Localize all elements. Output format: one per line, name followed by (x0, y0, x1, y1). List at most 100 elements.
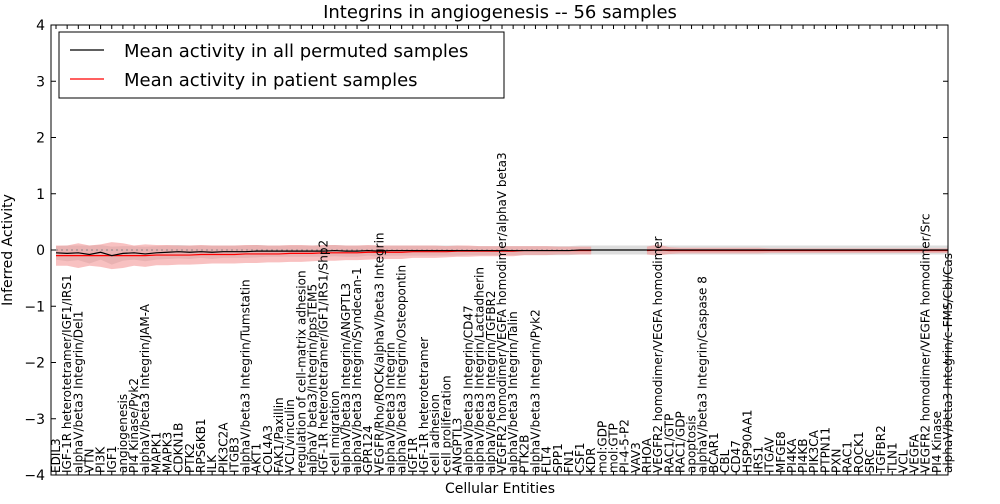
x-tick-label: ROCK1 (852, 431, 866, 473)
x-tick-label: VCL/vinculin (283, 399, 297, 473)
y-tick-label: −2 (24, 356, 45, 372)
x-tick-label: RHOA (640, 437, 654, 473)
x-tick-label: IGF-1R heterotetramer (417, 337, 431, 473)
x-tick-label: mol:GDP (595, 421, 609, 473)
x-tick-label: FN1 (562, 449, 576, 473)
x-tick-label: alphaV/beta3 Integrin/Del1 (71, 311, 85, 473)
y-tick-label: 2 (36, 131, 45, 147)
x-tick-label: CDKN1B (172, 423, 186, 473)
x-tick-label: alphaV/beta3 Integrin/Talin (506, 311, 520, 473)
x-tick-label: alphaV/beta3 Integrin/Syndecan-1 (350, 267, 364, 473)
x-tick-label: alphaV/beta3 Integrin/Lactadherin (473, 267, 487, 473)
x-tick-label: IGF-1R heterotetramer/IGF1/IRS1/Shp2 (317, 240, 331, 473)
x-tick-label: cell migration (328, 391, 342, 473)
x-tick-label: alphaV/beta3 Integrin/CD47 (462, 305, 476, 473)
y-axis: 4 3 2 1 0 −1 −2 −3 −4 (24, 18, 948, 484)
x-tick-label: PIK3CA (807, 429, 821, 473)
line-series-0-seg-0 (55, 249, 948, 257)
x-tick-label: IGF1 (105, 446, 119, 473)
x-tick-label: ITGB3 (227, 437, 241, 473)
x-tick-label: IGF1R (406, 437, 420, 473)
x-tick-label: VEGFR2 homodimer/VEGFA homodimer/Src (919, 213, 933, 473)
x-tick-label: IRS1 (751, 446, 765, 473)
x-tick-label: VEGFR2 homodimer/VEGFA homodimer (651, 236, 665, 473)
x-tick-label: alphaV/beta3 Integrin/TGFBR2 (484, 290, 498, 473)
x-tick-label: VTN (82, 448, 96, 473)
x-tick-label: COL4A3 (261, 425, 275, 473)
x-tick-label: PI-4-5-P2 (618, 419, 632, 473)
x-tick-label: cell proliferation (439, 375, 453, 473)
x-tick-label: VEGFR2 homodimer/VEGFA homodimer/alphaV … (495, 152, 509, 473)
y-tick-label: 4 (36, 18, 45, 34)
x-tick-label: RAC1 (841, 441, 855, 473)
x-tick-label: RPS6KB1 (194, 418, 208, 473)
x-tick-label: VAV3 (629, 442, 643, 473)
x-tick-label: IGF-1R heterotetramer/IGF1/IRS1 (60, 274, 74, 473)
x-tick-label: AKT1 (250, 443, 264, 473)
x-tick-label: PXN (830, 449, 844, 473)
x-tick-label: regulation of cell-matrix adhesion (294, 270, 308, 473)
x-tick-label: PI3K (94, 446, 108, 473)
x-tick-label: mol:GTP (607, 423, 621, 473)
x-tick-label: PTK2B (517, 435, 531, 473)
y-tick-label: 3 (36, 74, 45, 90)
x-tick-label: alphaV/beta3 Integrin/Tumstatin (239, 279, 253, 473)
x-tick-label: RAC1/GDP (673, 411, 687, 473)
x-tick-label: VEGFR/Rho/ROCK/alphaV/beta3 Integrin (372, 232, 386, 473)
x-tick-label: apoptosis (685, 415, 699, 473)
x-tick-label: GPR124 (361, 425, 375, 473)
x-tick-label: alphaV/beta3 Integrin (384, 342, 398, 473)
x-tick-label: alphaV/beta3 Integrin/ANGPTL3 (339, 283, 353, 473)
x-tick-label: ANGPTL3 (450, 418, 464, 473)
x-tick-label: PI4KA (785, 438, 799, 473)
legend: Mean activity in all permuted samples Me… (58, 31, 505, 99)
x-tick-label: VCL (896, 449, 910, 473)
y-axis-label: Inferred Activity (0, 194, 16, 306)
x-tick-label: MAPK3 (161, 432, 175, 473)
x-tick-label: PTPN11 (818, 427, 832, 473)
x-tick-label: cell adhesion (428, 394, 442, 473)
legend-label-patient: Mean activity in patient samples (124, 70, 418, 91)
y-tick-label: −3 (24, 412, 45, 428)
x-tick-label: MFGE8 (774, 431, 788, 473)
x-tick-label: SPP1 (551, 443, 565, 473)
x-tick-label: alphaV/beta3 Integrin/Pyk2 (528, 309, 542, 473)
x-tick-label: MAPK1 (149, 432, 163, 473)
x-tick-label: HSP90AA1 (740, 409, 754, 473)
x-tick-label: angiogenesis (116, 394, 130, 473)
x-tick-label: KDR (584, 448, 598, 473)
band-series-1-seg-0 (56, 242, 592, 270)
x-tick-label: SRC (863, 449, 877, 473)
x-tick-label: EDIL3 (49, 438, 63, 473)
x-tick-label: PI4 Kinase/Pyk2 (127, 378, 141, 473)
y-tick-label: 1 (36, 187, 45, 203)
x-tick-label: alphaV/beta3 Integrin/Osteopontin (395, 265, 409, 473)
x-tick-label: PTK2 (183, 443, 197, 473)
x-tick-label: FLT4 (540, 446, 554, 473)
x-tick-label: PIK3C2A (216, 422, 230, 473)
x-tick-label: RAC1/GTP (662, 414, 676, 473)
x-tick-label: TGFBR2 (874, 425, 888, 474)
x-tick-label: PI4 Kinase (930, 411, 944, 473)
y-tick-label: −4 (24, 468, 45, 484)
legend-label-permuted: Mean activity in all permuted samples (124, 41, 468, 62)
x-tick-label: VEGFA (908, 433, 922, 473)
chart-title: Integrins in angiogenesis -- 56 samples (323, 2, 677, 23)
x-tick-label: TLN1 (885, 442, 899, 474)
x-axis-label: Cellular Entities (445, 481, 555, 497)
x-tick-label: alphaV/beta3 Integrin/c-FMS/Cbl/Cas (941, 253, 955, 473)
x-tick-label: PI4KB (796, 438, 810, 473)
x-tick-label: ITGAV (763, 436, 777, 473)
x-tick-label: BCAR1 (707, 432, 721, 473)
x-tick-label: alphaV/beta3 Integrin/JAM-A (138, 303, 152, 473)
x-tick-label: CD47 (729, 440, 743, 473)
x-tick-label: CSF1 (573, 442, 587, 473)
x-tick-label: alphaV beta3/Integrin/ppsTEM5 (305, 284, 319, 473)
y-tick-label: −1 (24, 299, 45, 315)
x-tick-label: ILK (205, 454, 219, 473)
legend-box (58, 31, 505, 99)
x-tick-label: alphaV/beta3 Integrin/Caspase 8 (696, 276, 710, 473)
